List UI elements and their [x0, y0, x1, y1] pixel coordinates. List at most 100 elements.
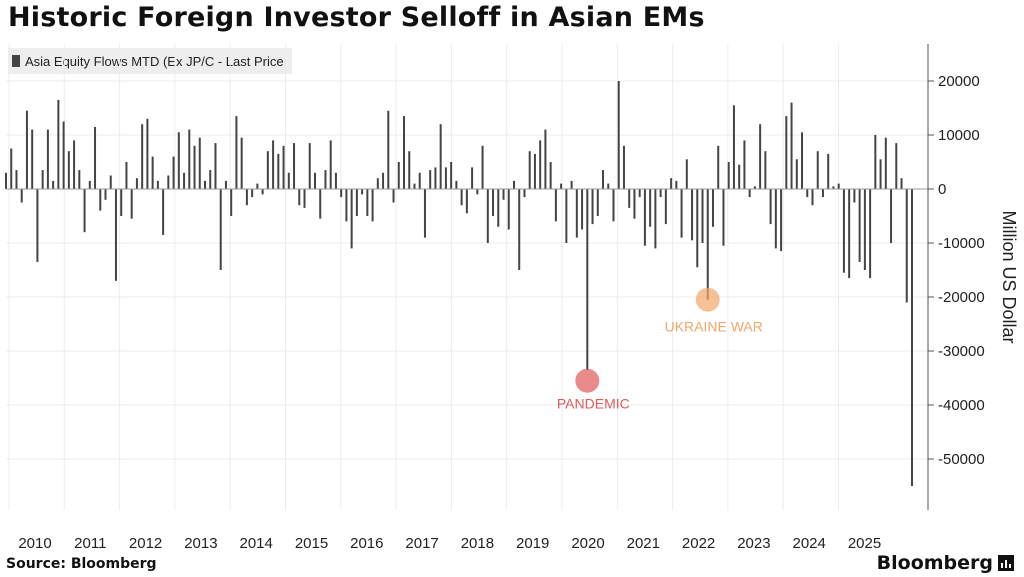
data-bar	[832, 186, 835, 189]
data-bar	[565, 189, 568, 243]
data-bar	[350, 189, 353, 249]
data-bar	[397, 162, 400, 189]
data-bar	[371, 189, 374, 222]
data-bar	[869, 189, 872, 279]
data-bar	[46, 129, 49, 189]
data-bar	[544, 129, 547, 189]
data-bar	[230, 189, 233, 216]
data-bar	[340, 189, 343, 198]
bar-chart-icon	[998, 555, 1014, 571]
data-bar	[774, 189, 777, 249]
data-bar	[366, 189, 369, 216]
data-bar	[188, 129, 191, 189]
x-tick-label: 2018	[461, 535, 494, 552]
x-tick-label: 2020	[571, 535, 604, 552]
data-bar	[502, 189, 505, 200]
data-bar	[298, 189, 301, 206]
annotation-marker	[575, 368, 600, 393]
data-bar	[277, 153, 280, 189]
data-bar	[518, 189, 521, 270]
data-bar	[418, 172, 421, 189]
data-bar	[303, 189, 306, 208]
data-bar	[167, 175, 170, 189]
data-bar	[177, 132, 180, 189]
data-bar	[214, 143, 217, 189]
data-bar	[649, 189, 652, 227]
x-tick-label: 2014	[240, 535, 273, 552]
data-bar	[282, 145, 285, 189]
data-bar	[633, 189, 636, 219]
data-bar	[36, 189, 39, 262]
y-axis-title: Million US Dollar	[999, 210, 1019, 343]
data-bar	[827, 153, 830, 189]
data-bar	[617, 81, 620, 189]
data-bar	[858, 189, 861, 262]
data-bar	[769, 189, 772, 225]
data-bar	[586, 189, 589, 370]
x-tick-label: 2012	[129, 535, 162, 552]
x-tick-label: 2023	[737, 535, 770, 552]
data-bar	[423, 189, 426, 238]
data-bar	[73, 140, 76, 189]
data-bar	[675, 180, 678, 189]
data-bar	[549, 162, 552, 189]
data-bar	[560, 183, 563, 189]
data-bar	[738, 164, 741, 189]
data-bar	[172, 156, 175, 189]
data-bar	[706, 189, 709, 300]
data-bar	[41, 170, 44, 189]
data-bar	[219, 189, 222, 270]
data-bar	[31, 129, 34, 189]
data-bar	[266, 151, 269, 189]
data-bar	[554, 189, 557, 222]
data-bar	[293, 143, 296, 189]
data-bar	[486, 189, 489, 243]
data-bar	[10, 148, 13, 189]
data-bar	[355, 189, 358, 216]
brand-name: Bloomberg	[876, 552, 993, 574]
data-bar	[528, 151, 531, 189]
data-bar	[895, 143, 898, 189]
data-bar	[256, 183, 259, 189]
x-tick-label: 2025	[848, 535, 881, 552]
data-bar	[460, 189, 463, 206]
x-tick-label: 2011	[74, 535, 106, 552]
y-tick-label: 20000	[938, 73, 980, 90]
data-bar	[83, 189, 86, 233]
annotation-marker	[695, 287, 720, 312]
data-bar	[853, 189, 856, 203]
data-bar	[581, 189, 584, 230]
data-bar	[659, 189, 662, 198]
source-note: Source: Bloomberg	[6, 556, 157, 572]
data-bar	[198, 137, 201, 189]
data-bar	[125, 162, 128, 189]
data-bar	[680, 189, 683, 238]
data-bar	[533, 153, 536, 189]
data-bar	[450, 162, 453, 189]
data-bar	[821, 189, 824, 198]
data-bar	[235, 116, 238, 189]
data-bar	[890, 189, 893, 243]
data-bar	[15, 170, 18, 189]
x-tick-label: 2016	[350, 535, 383, 552]
data-bar	[376, 178, 379, 189]
data-bar	[240, 137, 243, 189]
data-bar	[748, 189, 751, 198]
data-bar	[162, 189, 165, 235]
data-bar	[141, 124, 144, 189]
data-bar	[837, 183, 840, 189]
data-bar	[392, 189, 395, 203]
data-bar	[88, 180, 91, 189]
y-tick-label: -40000	[938, 397, 985, 414]
y-tick-label: -10000	[938, 235, 985, 252]
data-bar	[324, 170, 327, 189]
x-tick-label: 2024	[793, 535, 826, 552]
data-bar	[439, 124, 442, 189]
data-bar	[403, 116, 406, 189]
data-bar	[135, 178, 138, 189]
x-tick-label: 2019	[516, 535, 549, 552]
data-bar	[795, 159, 798, 189]
data-bar	[884, 137, 887, 189]
data-bar	[575, 189, 578, 238]
